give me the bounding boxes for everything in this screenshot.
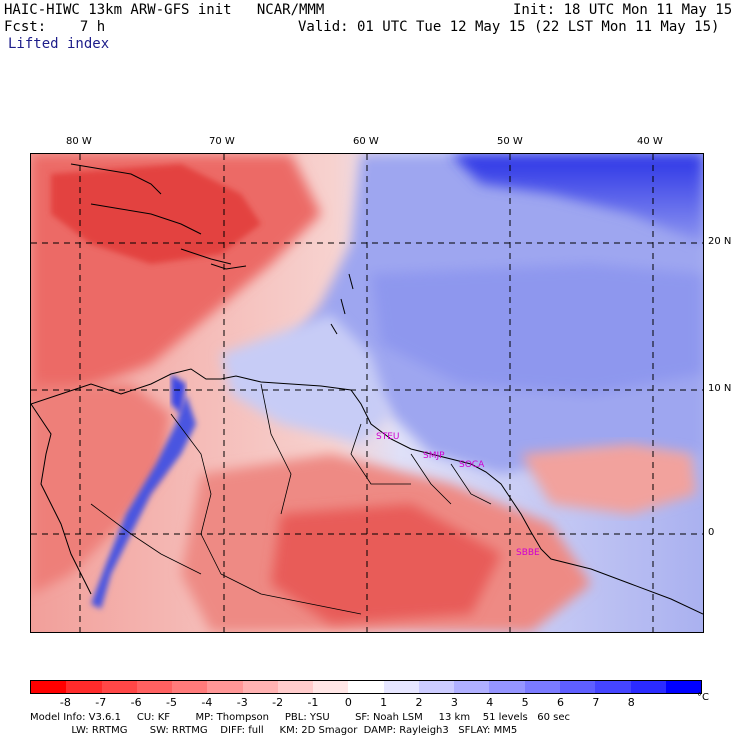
valid-time: Valid: 01 UTC Tue 12 May 15 (22 LST Mon …	[298, 19, 720, 35]
colorbar-tick-label: -6	[130, 696, 142, 709]
model-title: HAIC-HIWC 13km ARW-GFS init NCAR/MMM	[4, 2, 325, 18]
east-atlantic-unstable	[521, 444, 696, 514]
colorbar	[30, 680, 702, 694]
lifted-index-map	[30, 153, 704, 633]
lon-label-40w: 40 W	[637, 136, 663, 147]
colorbar-cell	[454, 681, 490, 693]
colorbar-cell	[630, 681, 666, 693]
model-info-line1: Model Info: V3.6.1 CU: KF MP: Thompson P…	[30, 712, 570, 723]
colorbar-tick-label: 6	[557, 696, 565, 709]
colorbar-cell	[136, 681, 173, 693]
colorbar-tick-label: -8	[59, 696, 71, 709]
lat-label-10n: 10 N	[708, 383, 732, 394]
colorbar-tick-label: 8	[627, 696, 635, 709]
colorbar-cell	[207, 681, 243, 693]
andes-stable-streak	[91, 394, 196, 609]
coastlines	[31, 163, 703, 615]
colorbar-cell	[595, 681, 631, 693]
colorbar-cell	[383, 681, 419, 693]
colorbar-tick-label: 7	[592, 696, 600, 709]
colorbar-cell	[559, 681, 596, 693]
colorbar-cell	[242, 681, 278, 693]
colorbar-unit: °C	[697, 692, 709, 703]
colorbar-tick-label: -4	[201, 696, 213, 709]
colorbar-tick-label: 1	[380, 696, 388, 709]
colorbar-tick-label: -3	[236, 696, 248, 709]
greater-antilles-unstable	[51, 164, 261, 264]
station-sbbe: SBBE	[516, 548, 540, 558]
colorbar-cell	[277, 681, 314, 693]
grid-lines	[31, 154, 703, 632]
model-info-line2: LW: RRTMG SW: RRTMG DIFF: full KM: 2D Sm…	[30, 725, 518, 736]
colorbar-cell	[524, 681, 560, 693]
colorbar-tick-label: -1	[307, 696, 319, 709]
lon-label-80w: 80 W	[66, 136, 92, 147]
colorbar-cell	[348, 681, 384, 693]
colorbar-tick-label: -5	[165, 696, 177, 709]
colorbar-cell	[665, 681, 702, 693]
colorbar-tick-label: 0	[344, 696, 352, 709]
atlantic-strong-stable	[451, 154, 703, 244]
station-steu: STEU	[376, 432, 400, 442]
venezuela-stable-streak	[171, 374, 186, 414]
lon-label-50w: 50 W	[497, 136, 523, 147]
colombia-unstable-region	[31, 384, 171, 594]
colorbar-cell	[313, 681, 349, 693]
colorbar-tick-label: -7	[95, 696, 107, 709]
colorbar-tick-label: 4	[486, 696, 494, 709]
map-canvas	[31, 154, 703, 632]
colorbar-tick-label: 3	[450, 696, 458, 709]
colorbar-cell	[101, 681, 137, 693]
lat-label-0: 0	[708, 527, 715, 538]
lat-label-20n: 20 N	[708, 236, 732, 247]
station-smjp: SMJP	[423, 451, 445, 461]
lon-label-60w: 60 W	[353, 136, 379, 147]
station-soca: SOCA	[459, 460, 485, 470]
atlantic-mid-stable	[371, 264, 703, 394]
colorbar-cell	[66, 681, 102, 693]
init-time: Init: 18 UTC Mon 11 May 15	[513, 2, 733, 18]
colorbar-cell	[418, 681, 455, 693]
colorbar-tick-label: 2	[415, 696, 423, 709]
country-borders	[90, 383, 492, 615]
colorbar-cell	[172, 681, 208, 693]
colorbar-tick-label: -2	[272, 696, 284, 709]
lon-label-70w: 70 W	[209, 136, 235, 147]
forecast-hour: Fcst: 7 h	[4, 19, 106, 35]
colorbar-cell	[31, 681, 67, 693]
colorbar-cell	[489, 681, 525, 693]
field-name: Lifted index	[8, 36, 110, 52]
caribbean-weak-stable	[221, 314, 391, 444]
colorbar-tick-label: 5	[521, 696, 529, 709]
